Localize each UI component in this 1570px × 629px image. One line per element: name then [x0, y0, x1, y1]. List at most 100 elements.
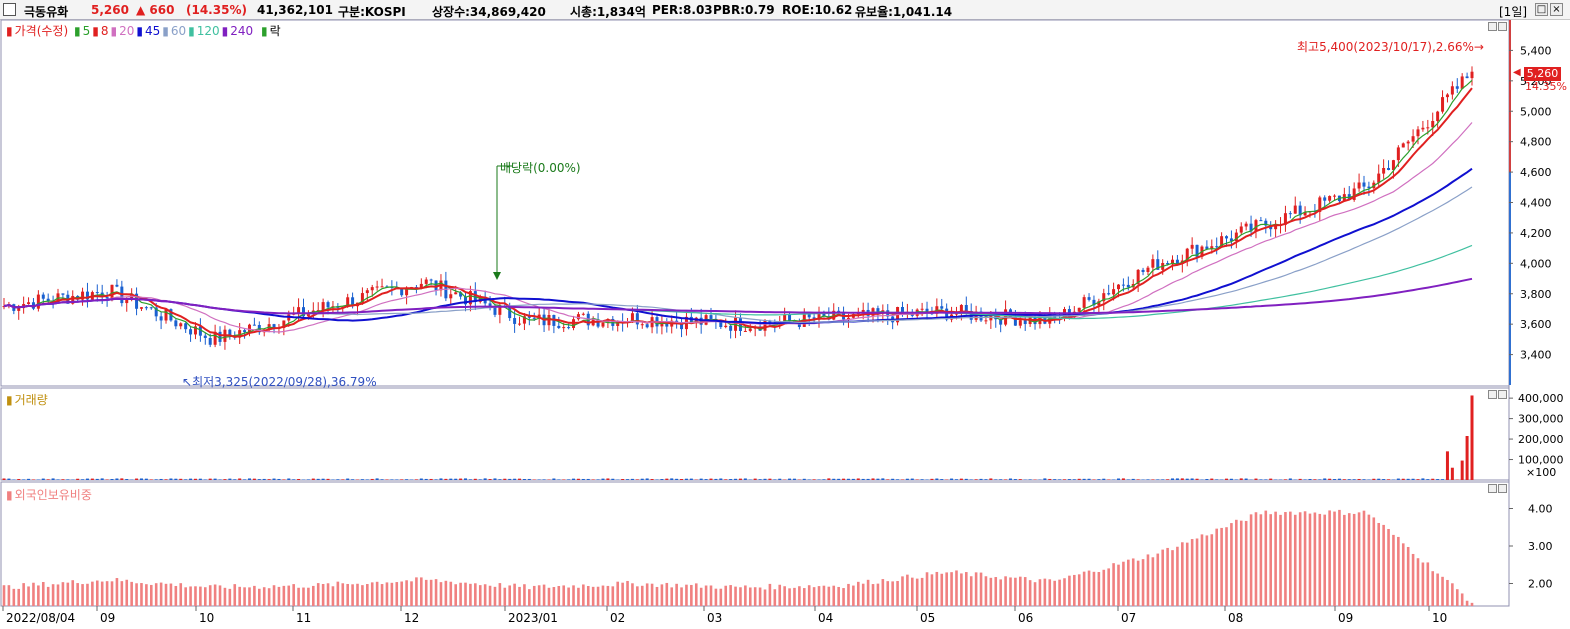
foreign-bar	[331, 586, 335, 606]
foreign-bar	[950, 572, 953, 606]
candle-body	[1347, 194, 1351, 200]
foreign-bar	[768, 583, 772, 606]
candle-body	[169, 309, 173, 321]
volume-bar	[351, 479, 355, 480]
x-axis-label: 2023/01	[508, 611, 558, 625]
foreign-bar	[1382, 524, 1385, 606]
volume-bar	[1082, 478, 1086, 480]
volume-bar	[1220, 479, 1224, 480]
candle-body	[1146, 267, 1150, 272]
candle-body	[665, 321, 669, 327]
per-value: PER:8.03	[652, 3, 713, 17]
period-selector[interactable]: [1일]	[1499, 5, 1528, 19]
candle-body	[552, 314, 556, 326]
volume-bar	[90, 478, 94, 480]
volume-panel-minimize-button[interactable]	[1488, 390, 1497, 399]
x-axis-label: 02	[610, 611, 626, 625]
candle-body	[1470, 71, 1474, 79]
price-panel-close-button[interactable]	[1498, 22, 1507, 31]
candle-body	[1357, 182, 1361, 189]
candle-body	[1313, 211, 1317, 213]
foreign-bar	[1122, 561, 1125, 606]
volume-bar	[557, 479, 561, 480]
volume-panel-close-button[interactable]	[1498, 390, 1507, 399]
foreign-bar	[965, 572, 968, 606]
foreign-bar	[105, 581, 109, 606]
volume-bar	[1401, 478, 1405, 480]
foreign-bar	[115, 578, 119, 606]
candle-body	[1053, 314, 1057, 319]
candle-body	[994, 315, 998, 320]
foreign-bar	[1328, 510, 1331, 606]
close-icon[interactable]: ×	[1550, 3, 1563, 16]
volume-bar	[120, 478, 124, 480]
legend-price-title: 가격(수정)	[14, 24, 69, 38]
volume-tick-label: 100,000	[1518, 454, 1564, 467]
volume-bar	[395, 479, 399, 480]
candle-body	[851, 314, 855, 318]
foreign-bar	[410, 581, 413, 606]
candle-body	[640, 324, 644, 326]
volume-bar	[802, 478, 806, 480]
candle-body	[1200, 246, 1204, 257]
volume-bar	[562, 479, 566, 480]
candle-body	[100, 292, 104, 298]
ma-legend: ▮ 5 ▮ 8 ▮ 20 ▮ 45 ▮ 60 ▮ 120 ▮ 240	[74, 24, 255, 38]
candle-body	[611, 319, 615, 326]
volume-bar	[7, 478, 11, 480]
candle-body	[881, 310, 885, 314]
candle-body	[233, 335, 237, 338]
ma-line-60	[3, 186, 1473, 324]
foreign-bar	[208, 585, 212, 606]
foreign-bar	[125, 579, 129, 606]
candle-body	[1190, 244, 1194, 249]
volume-bar	[537, 479, 541, 480]
volume-bar	[375, 478, 379, 480]
foreign-bar	[307, 587, 310, 606]
foreign-bar	[169, 583, 173, 606]
candle-body	[979, 311, 983, 321]
foreign-bar	[95, 580, 99, 606]
volume-bar	[856, 478, 860, 480]
volume-bar	[974, 479, 978, 480]
candle-body	[164, 309, 168, 321]
foreign-bar	[203, 587, 207, 606]
volume-bar	[247, 478, 251, 480]
select-checkbox[interactable]	[3, 3, 16, 16]
foreign-bar	[1210, 534, 1214, 606]
candle-body	[567, 327, 571, 329]
candle-body	[301, 307, 305, 317]
maximize-icon[interactable]: □	[1535, 3, 1548, 16]
foreign-bar	[591, 586, 595, 606]
candle-body	[974, 311, 978, 320]
foreign-bar	[631, 583, 634, 606]
foreign-bar	[1239, 520, 1243, 606]
foreign-bar	[670, 587, 674, 606]
candle-body	[724, 325, 728, 328]
x-axis-label: 08	[1228, 611, 1244, 625]
foreign-bar	[444, 580, 448, 606]
volume-bar	[243, 479, 247, 480]
volume-bar	[1077, 478, 1081, 480]
foreign-bar	[1416, 558, 1420, 606]
volume-bar	[1298, 478, 1302, 480]
candle-body	[935, 306, 939, 314]
candle-body	[542, 314, 546, 326]
candle-body	[243, 330, 247, 333]
foreign-bar	[351, 584, 354, 606]
candle-body	[1416, 129, 1420, 137]
foreign-panel-minimize-button[interactable]	[1488, 484, 1497, 493]
price-panel-minimize-button[interactable]	[1488, 22, 1497, 31]
candle-body	[1396, 147, 1400, 161]
foreign-bar	[1087, 570, 1091, 606]
volume-bar	[1328, 478, 1332, 480]
foreign-bar	[650, 583, 654, 606]
foreign-bar	[429, 579, 433, 606]
foreign-bar	[1181, 542, 1184, 606]
volume-bar	[1445, 451, 1449, 480]
foreign-panel-close-button[interactable]	[1498, 484, 1507, 493]
stock-name[interactable]: 극동유화	[24, 5, 69, 19]
candle-body	[581, 313, 585, 315]
foreign-bar	[719, 588, 723, 606]
